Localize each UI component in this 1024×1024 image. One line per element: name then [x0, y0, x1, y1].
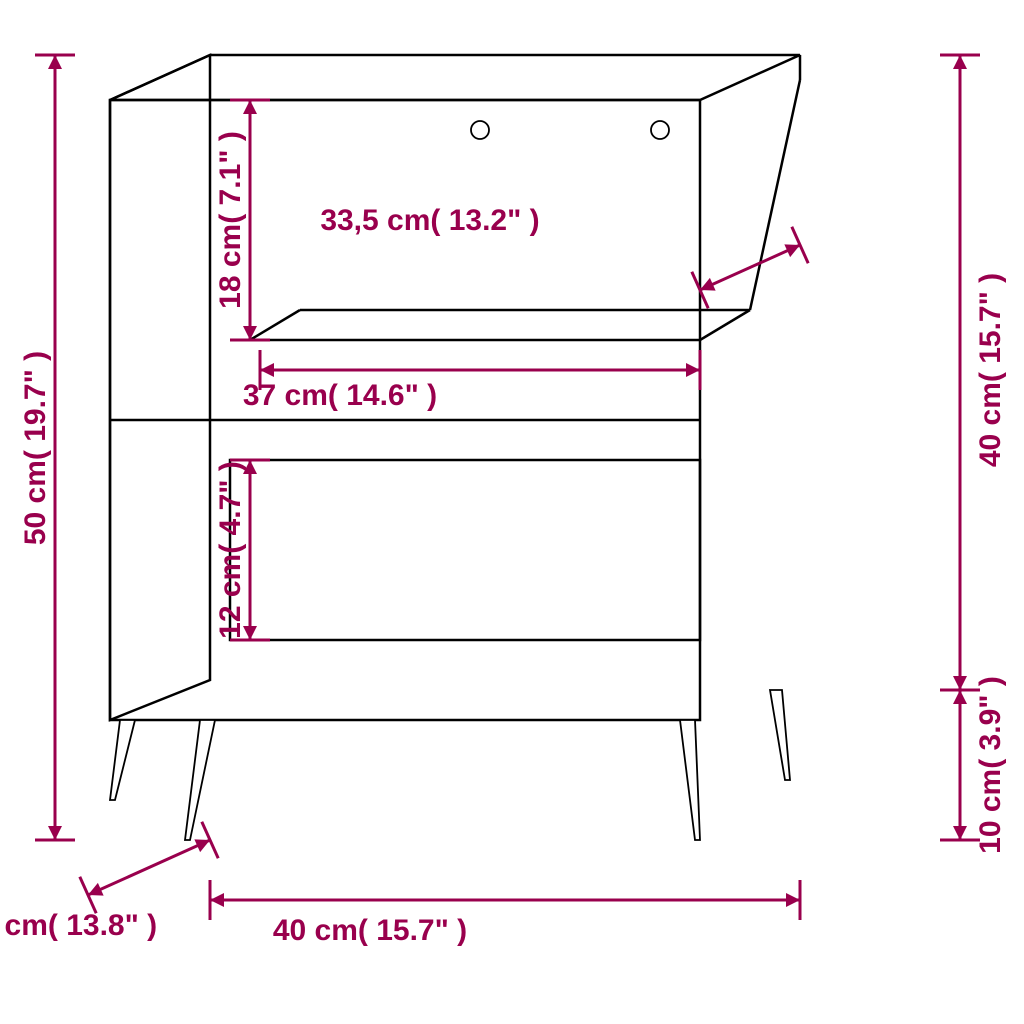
- dim-label-h12: 12 cm( 4.7" ): [214, 461, 247, 639]
- dim-h12: 12 cm( 4.7" ): [214, 460, 250, 640]
- dim-h10: 10 cm( 3.9" ): [960, 676, 1007, 854]
- dim-h40: 40 cm( 15.7" ): [960, 55, 1007, 690]
- dim-label-d33_5: 33,5 cm( 13.2" ): [320, 204, 539, 237]
- diagram-svg: 50 cm( 19.7" ) 35 cm( 13.8" ) 40 cm( 15.7"…: [0, 0, 1024, 1024]
- dim-w40: 40 cm( 15.7" ): [210, 900, 800, 947]
- dim-w37: 37 cm( 14.6" ): [243, 370, 700, 412]
- dim-label-h40: 40 cm( 15.7" ): [974, 273, 1007, 467]
- dim-d33_5: 33,5 cm( 13.2" ): [320, 204, 808, 308]
- dim-label-h50: 50 cm( 19.7" ): [19, 351, 52, 545]
- dim-label-w40: 40 cm( 15.7" ): [273, 914, 467, 947]
- dim-label-h18: 18 cm( 7.1" ): [214, 131, 247, 309]
- diagram-stage: 50 cm( 19.7" ) 35 cm( 13.8" ) 40 cm( 15.7"…: [0, 0, 1024, 1024]
- dim-label-h10: 10 cm( 3.9" ): [974, 676, 1007, 854]
- dim-label-w37: 37 cm( 14.6" ): [243, 379, 437, 412]
- dim-h18: 18 cm( 7.1" ): [214, 100, 250, 340]
- dim-h50: 50 cm( 19.7" ): [19, 55, 55, 840]
- dim-label-d35: 35 cm( 13.8" ): [0, 909, 157, 942]
